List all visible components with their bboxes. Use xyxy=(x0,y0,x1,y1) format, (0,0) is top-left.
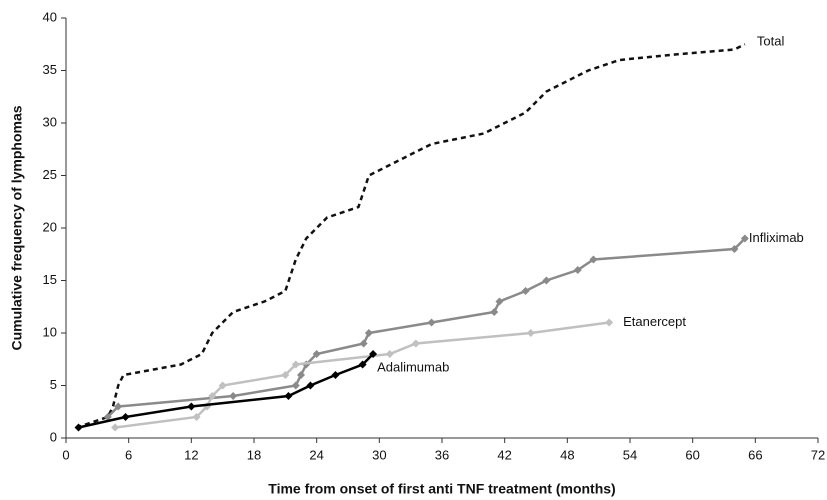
series-label: Infliximab xyxy=(749,230,804,245)
y-tick-label: 40 xyxy=(43,9,57,24)
point-marker xyxy=(740,234,749,243)
x-tick-label: 42 xyxy=(497,447,511,462)
point-marker xyxy=(589,255,598,264)
x-axis-title: Time from onset of first anti TNF treatm… xyxy=(268,481,615,497)
y-tick-label: 35 xyxy=(43,62,57,77)
x-tick-label: 36 xyxy=(435,447,449,462)
point-marker xyxy=(284,392,293,400)
x-tick-label: 0 xyxy=(62,447,69,462)
point-marker xyxy=(306,381,315,390)
point-marker xyxy=(208,392,217,400)
point-marker xyxy=(427,318,436,327)
x-tick-label: 30 xyxy=(372,447,386,462)
point-marker xyxy=(359,339,368,348)
point-marker xyxy=(281,371,290,379)
point-marker xyxy=(369,350,378,358)
point-marker xyxy=(526,329,535,337)
series-label: Adalimumab xyxy=(377,359,449,374)
point-marker xyxy=(312,350,321,358)
x-tick-label: 60 xyxy=(685,447,699,462)
point-marker xyxy=(103,413,112,421)
point-marker xyxy=(114,402,123,411)
y-tick-label: 30 xyxy=(43,114,57,129)
y-tick-label: 10 xyxy=(43,324,57,339)
point-marker xyxy=(218,381,227,390)
x-tick-label: 6 xyxy=(125,447,132,462)
point-marker xyxy=(291,360,300,369)
point-marker xyxy=(573,266,582,274)
point-marker xyxy=(521,287,530,295)
series-line xyxy=(114,321,610,429)
point-marker xyxy=(605,318,614,327)
point-marker xyxy=(542,276,551,285)
x-tick-label: 12 xyxy=(184,447,198,462)
point-marker xyxy=(730,245,739,253)
x-tick-label: 24 xyxy=(309,447,323,462)
y-tick-label: 5 xyxy=(50,377,57,392)
point-marker xyxy=(121,413,130,421)
x-tick-label: 54 xyxy=(623,447,637,462)
x-tick-label: 66 xyxy=(748,447,762,462)
series-label: Etanercept xyxy=(623,314,686,329)
point-marker xyxy=(74,423,83,432)
point-marker xyxy=(111,423,120,432)
y-tick-label: 0 xyxy=(50,429,57,444)
series-line xyxy=(106,237,746,418)
point-marker xyxy=(364,329,373,337)
point-marker xyxy=(490,308,499,316)
y-axis-title: Cumulative frequency of lymphomas xyxy=(9,105,25,350)
point-marker xyxy=(385,350,394,358)
point-marker xyxy=(411,339,420,348)
point-marker xyxy=(187,402,196,411)
point-marker xyxy=(291,381,300,390)
point-marker xyxy=(358,360,367,369)
series-line xyxy=(78,353,374,429)
point-marker xyxy=(495,297,504,306)
point-marker xyxy=(331,371,340,379)
y-tick-label: 25 xyxy=(43,167,57,182)
x-tick-label: 48 xyxy=(560,447,574,462)
series-line xyxy=(76,43,746,429)
point-marker xyxy=(297,371,305,379)
y-tick-label: 15 xyxy=(43,272,57,287)
y-tick-label: 20 xyxy=(43,219,57,234)
series-label: Total xyxy=(757,34,785,49)
point-marker xyxy=(192,413,201,421)
point-marker xyxy=(229,392,238,400)
x-tick-label: 18 xyxy=(247,447,261,462)
x-tick-label: 72 xyxy=(811,447,825,462)
